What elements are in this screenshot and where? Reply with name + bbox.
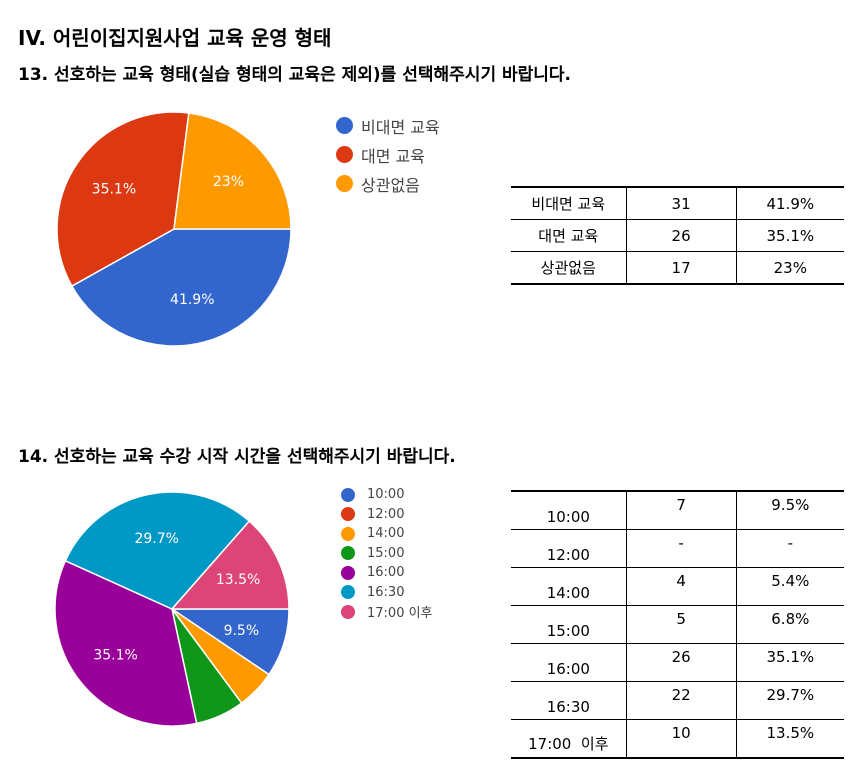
slice-label: 13.5%	[216, 572, 260, 588]
legend-label: 12:00	[367, 506, 405, 522]
slice-label: 35.1%	[92, 181, 136, 197]
cell-count: 4	[625, 567, 737, 606]
cell-percent: 29.7%	[735, 681, 844, 720]
legend-item: 비대면 교육	[336, 111, 440, 140]
cell-count: 7	[625, 490, 737, 530]
legend-label: 14:00	[367, 526, 405, 542]
legend-swatch	[341, 507, 355, 522]
pie-slice	[64, 491, 251, 610]
cell-count: -	[625, 529, 737, 568]
cell-label: 17:00 이후	[511, 719, 627, 759]
legend-swatch	[336, 146, 353, 163]
legend-swatch	[341, 604, 355, 619]
cell-percent: 41.9%	[735, 186, 844, 220]
pie-slice	[56, 111, 190, 288]
cell-count: 5	[625, 605, 737, 644]
table-row: 12:00- -	[511, 529, 844, 568]
table-row: 17:00 이후 10 13.5%	[511, 719, 844, 759]
legend-label: 상관없음	[361, 175, 420, 195]
table-row: 16:00 26 35.1%	[511, 643, 844, 682]
cell-label: 대면 교육	[511, 219, 627, 252]
pie-slice	[170, 520, 290, 610]
legend-item: 상관없음	[336, 169, 440, 198]
question-13-title: 13. 선호하는 교육 형태(실습 형태의 교육은 제외)를 선택해주시기 바랍…	[18, 65, 572, 85]
legend-item: 12:00	[341, 505, 433, 525]
legend-label: 대면 교육	[361, 146, 425, 166]
table-row: 상관없음 17 23%	[511, 251, 844, 285]
cell-percent: 5.4%	[735, 567, 844, 606]
cell-percent: 6.8%	[735, 605, 844, 644]
cell-percent: -	[735, 529, 844, 568]
cell-count: 17	[625, 251, 737, 285]
cell-label: 14:00	[511, 567, 627, 606]
table-q13: 비대면 교육 31 41.9% 대면 교육 26 35.1% 상관없음 17 23%	[511, 186, 844, 285]
legend-swatch	[341, 565, 355, 580]
legend-swatch	[341, 487, 355, 502]
slice-label: 35.1%	[93, 648, 137, 664]
table-q14: 10:00 7 9.5% 12:00- -14:00 4 5.4% 15:00 5 6.8% 16:…	[511, 490, 844, 759]
legend-q14: 10:00 12:00 14:00 15:00 16:00 16:30 17:00 이후	[341, 485, 433, 622]
cell-label: 12:00	[511, 529, 627, 568]
question-14-title: 14. 선호하는 교육 수강 시작 시간을 선택해주시기 바랍니다.	[18, 447, 456, 467]
legend-item: 10:00	[341, 485, 433, 505]
page-title: IV. 어린이집지원사업 교육 운영 형태	[18, 26, 332, 50]
legend-label: 16:30	[367, 584, 405, 600]
cell-label: 16:30	[511, 681, 627, 720]
table-row: 10:00 7 9.5%	[511, 490, 844, 530]
cell-percent: 23%	[735, 251, 844, 285]
legend-item: 15:00	[341, 544, 433, 564]
cell-percent: 35.1%	[735, 219, 844, 252]
cell-count: 26	[625, 643, 737, 682]
cell-label: 10:00	[511, 490, 627, 530]
cell-count: 10	[625, 719, 737, 759]
cell-label: 상관없음	[511, 251, 627, 285]
cell-percent: 9.5%	[735, 490, 844, 530]
slice-label: 23%	[213, 174, 244, 190]
table-row: 비대면 교육 31 41.9%	[511, 186, 844, 220]
legend-item: 대면 교육	[336, 140, 440, 169]
cell-count: 31	[625, 186, 737, 220]
cell-percent: 35.1%	[735, 643, 844, 682]
table-row: 16:30 22 29.7%	[511, 681, 844, 720]
cell-label: 비대면 교육	[511, 186, 627, 220]
cell-count: 26	[625, 219, 737, 252]
legend-label: 15:00	[367, 545, 405, 561]
legend-item: 14:00	[341, 524, 433, 544]
legend-item: 16:00	[341, 563, 433, 583]
legend-swatch	[336, 117, 353, 134]
slice-label: 41.9%	[170, 292, 214, 308]
legend-swatch	[341, 526, 355, 541]
cell-percent: 13.5%	[735, 719, 844, 759]
cell-count: 22	[625, 681, 737, 720]
pie-slice	[173, 112, 292, 230]
legend-item: 17:00 이후	[341, 602, 433, 622]
legend-swatch	[336, 175, 353, 192]
legend-label: 10:00	[367, 487, 405, 503]
pie-slice	[70, 228, 292, 347]
pie-slice	[54, 559, 198, 727]
legend-swatch	[341, 546, 355, 561]
cell-label: 16:00	[511, 643, 627, 682]
cell-label: 15:00	[511, 605, 627, 644]
slice-label: 9.5%	[224, 623, 260, 639]
legend-item: 16:30	[341, 583, 433, 603]
legend-label: 16:00	[367, 565, 405, 581]
legend-label: 비대면 교육	[361, 117, 440, 137]
legend-swatch	[341, 585, 355, 600]
table-row: 대면 교육 26 35.1%	[511, 219, 844, 252]
legend-label: 17:00 이후	[367, 606, 433, 622]
slice-label: 29.7%	[134, 531, 178, 547]
table-row: 15:00 5 6.8%	[511, 605, 844, 644]
table-row: 14:00 4 5.4%	[511, 567, 844, 606]
